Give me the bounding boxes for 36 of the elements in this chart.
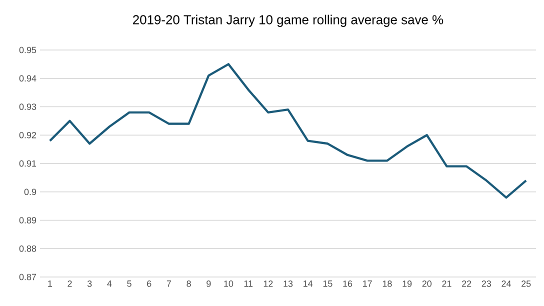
x-tick-label: 5: [127, 280, 132, 287]
x-tick-label: 1: [48, 280, 52, 287]
x-tick-label: 12: [264, 280, 273, 287]
y-tick-label: 0.9: [24, 188, 36, 196]
y-tick-label: 0.88: [19, 245, 36, 252]
x-tick-label: 23: [482, 280, 491, 287]
x-tick-label: 25: [522, 280, 531, 287]
x-tick-label: 19: [402, 280, 412, 287]
x-tick-label: 17: [363, 280, 372, 287]
x-tick-label: 6: [147, 280, 152, 287]
x-tick-label: 7: [166, 280, 171, 287]
y-tick-label: 0.87: [19, 274, 36, 280]
x-tick-label: 22: [462, 280, 472, 287]
x-tick-label: 16: [343, 280, 352, 287]
y-tick-label: 0.89: [19, 217, 36, 224]
y-tick-label: 0.91: [19, 160, 36, 167]
x-tick-label: 10: [224, 280, 234, 287]
x-tick-label: 18: [382, 280, 392, 287]
x-tick-label: 20: [422, 280, 432, 287]
line-series: [48, 63, 528, 199]
x-tick-label: 21: [442, 280, 452, 287]
x-tick-label: 15: [323, 280, 332, 287]
x-tick-label: 13: [284, 280, 293, 287]
x-tick-label: 9: [206, 280, 211, 287]
x-tick-label: 11: [244, 280, 253, 287]
x-tick-label: 2: [68, 280, 72, 287]
x-tick-label: 4: [107, 280, 112, 287]
y-tick-label: 0.92: [19, 132, 36, 138]
x-tick-label: 3: [87, 280, 92, 287]
chart-title: 2019-20 Tristan Jarry 10 game rolling average save %: [133, 14, 444, 27]
x-tick-label: 24: [502, 280, 511, 287]
y-tick-label: 0.95: [19, 46, 36, 54]
x-tick-label: 14: [304, 280, 313, 287]
y-tick-label: 0.94: [19, 75, 36, 82]
y-tick-label: 0.93: [19, 104, 36, 110]
x-tick-label: 8: [186, 280, 191, 287]
